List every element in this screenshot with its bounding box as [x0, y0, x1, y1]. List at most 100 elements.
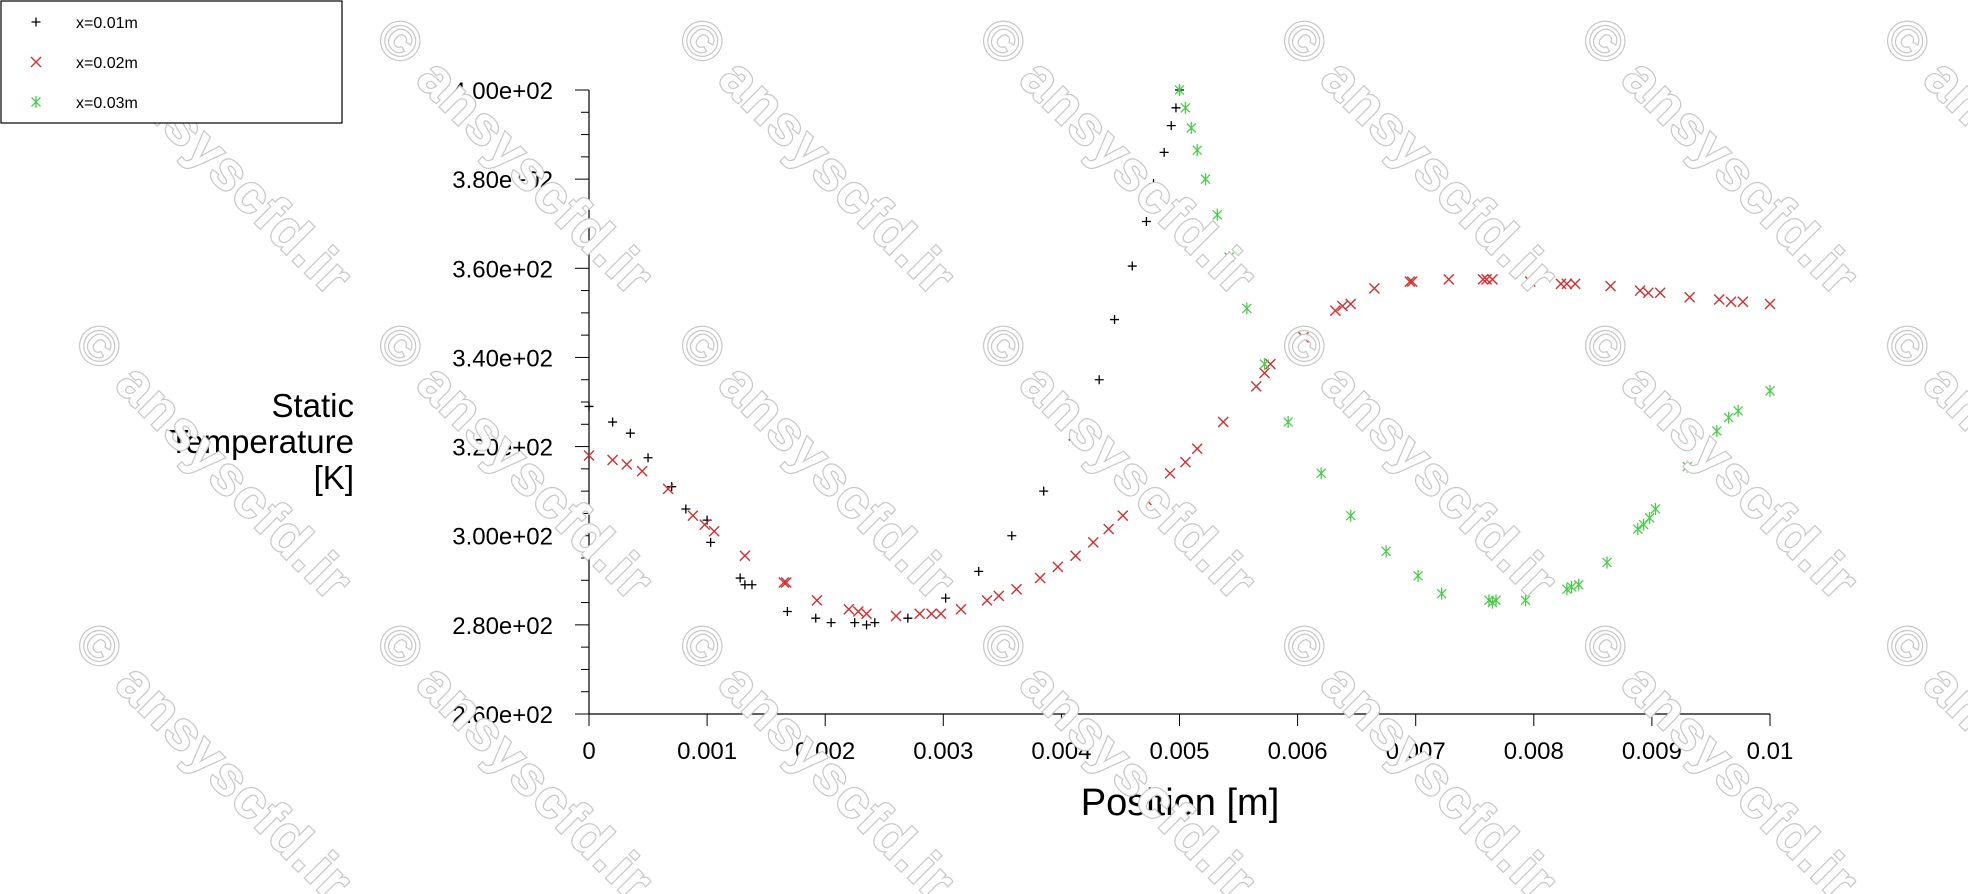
data-point [1368, 282, 1380, 294]
data-point [1713, 293, 1725, 305]
x-tick-label: 0.004 [1031, 738, 1091, 765]
data-point [993, 590, 1005, 602]
y-tick-label: 2.80e+02 [452, 613, 553, 640]
watermark-text: © ansyscfd.ir [667, 6, 968, 307]
data-point [1087, 536, 1099, 548]
legend-marker [31, 17, 41, 27]
data-point [1141, 216, 1151, 226]
data-point [1259, 367, 1271, 379]
data-point [861, 608, 873, 620]
data-point [925, 608, 937, 620]
watermark-text: © ansyscfd.ir [1872, 6, 1968, 307]
data-point [890, 610, 902, 622]
data-point [1684, 291, 1696, 303]
data-point [1259, 358, 1270, 371]
data-point [1329, 305, 1341, 317]
x-tick-label: 0.008 [1504, 738, 1564, 765]
x-tick-label: 0.003 [913, 738, 973, 765]
legend-entry: x=0.03m [76, 95, 138, 112]
y-tick-label: 3.20e+02 [452, 435, 553, 462]
data-point [625, 428, 635, 438]
data-point [1443, 273, 1455, 285]
series-3 [1174, 84, 1775, 609]
y-axis-title-line: Temperature [169, 423, 354, 460]
data-point [1520, 594, 1531, 607]
data-point [935, 608, 947, 620]
data-point [747, 580, 757, 590]
data-point [1345, 298, 1357, 310]
x-tick-label: 0.002 [795, 738, 855, 765]
x-tick-label: 0.007 [1386, 738, 1446, 765]
data-point [1406, 276, 1418, 288]
data-point [1723, 411, 1734, 424]
data-point [1212, 208, 1223, 221]
data-point [583, 449, 595, 461]
watermark-text: © ansyscfd.ir [1570, 311, 1871, 612]
data-point [667, 482, 677, 492]
data-point [636, 465, 648, 477]
data-point [1200, 173, 1211, 186]
data-point [1217, 416, 1229, 428]
axes: 2.60e+02 2.80e+02 3.00e+02 3.20e+02 3.40e+02… [169, 78, 1794, 824]
data-point [1171, 103, 1181, 113]
data-point [699, 519, 711, 531]
data-point [903, 613, 913, 623]
watermark-text: © ansyscfd.ir [1872, 611, 1968, 894]
data-point [1149, 179, 1159, 189]
legend-entry: x=0.01m [76, 15, 138, 32]
data-point [1725, 296, 1737, 308]
data-point [1094, 375, 1104, 385]
data-point [1524, 276, 1536, 288]
data-point [1316, 467, 1327, 480]
data-point [1192, 144, 1203, 157]
data-point [1642, 287, 1654, 299]
data-point [1436, 587, 1447, 600]
series-2 [583, 273, 1776, 622]
data-point [1733, 404, 1744, 417]
data-point [850, 618, 860, 628]
data-point [1650, 502, 1661, 515]
data-point [1052, 561, 1064, 573]
data-point [826, 618, 836, 628]
data-point [914, 608, 926, 620]
legend-marker [30, 56, 42, 68]
watermark-text: © ansyscfd.ir [968, 311, 1269, 612]
data-point [1298, 331, 1310, 343]
data-point [1566, 580, 1577, 593]
series-1 [584, 85, 1184, 630]
data-point [584, 401, 594, 411]
watermark-text: © ansyscfd.ir [968, 611, 1269, 894]
data-point [1605, 280, 1617, 292]
data-point [1070, 550, 1082, 562]
y-tick-label: 3.60e+02 [452, 256, 553, 283]
data-point [1007, 531, 1017, 541]
data-point [1632, 523, 1643, 536]
y-axis-title-line: [K] [314, 459, 354, 496]
data-point [852, 605, 864, 617]
data-point [1174, 84, 1185, 96]
data-point [1682, 460, 1693, 473]
data-point [1345, 509, 1356, 522]
y-tick-label: 3.40e+02 [452, 345, 553, 372]
data-point [1634, 285, 1646, 297]
data-point [1413, 569, 1424, 582]
data-point [780, 577, 792, 589]
data-point [1404, 276, 1416, 288]
data-point [1159, 147, 1169, 157]
data-point [607, 454, 619, 466]
data-point [1573, 578, 1584, 591]
data-point [981, 594, 993, 606]
data-point [739, 550, 751, 562]
data-point [1191, 443, 1203, 455]
data-point [862, 620, 872, 630]
data-point [1117, 510, 1129, 522]
data-point [974, 566, 984, 576]
y-tick-label: 4.00e+02 [452, 78, 553, 105]
data-point [1241, 302, 1252, 315]
y-tick-label: 2.60e+02 [452, 702, 553, 729]
data-point [811, 613, 821, 623]
data-point [1224, 251, 1235, 264]
watermark-text: © ansyscfd.ir [1872, 311, 1968, 612]
data-point [621, 458, 633, 470]
data-point [708, 525, 720, 537]
